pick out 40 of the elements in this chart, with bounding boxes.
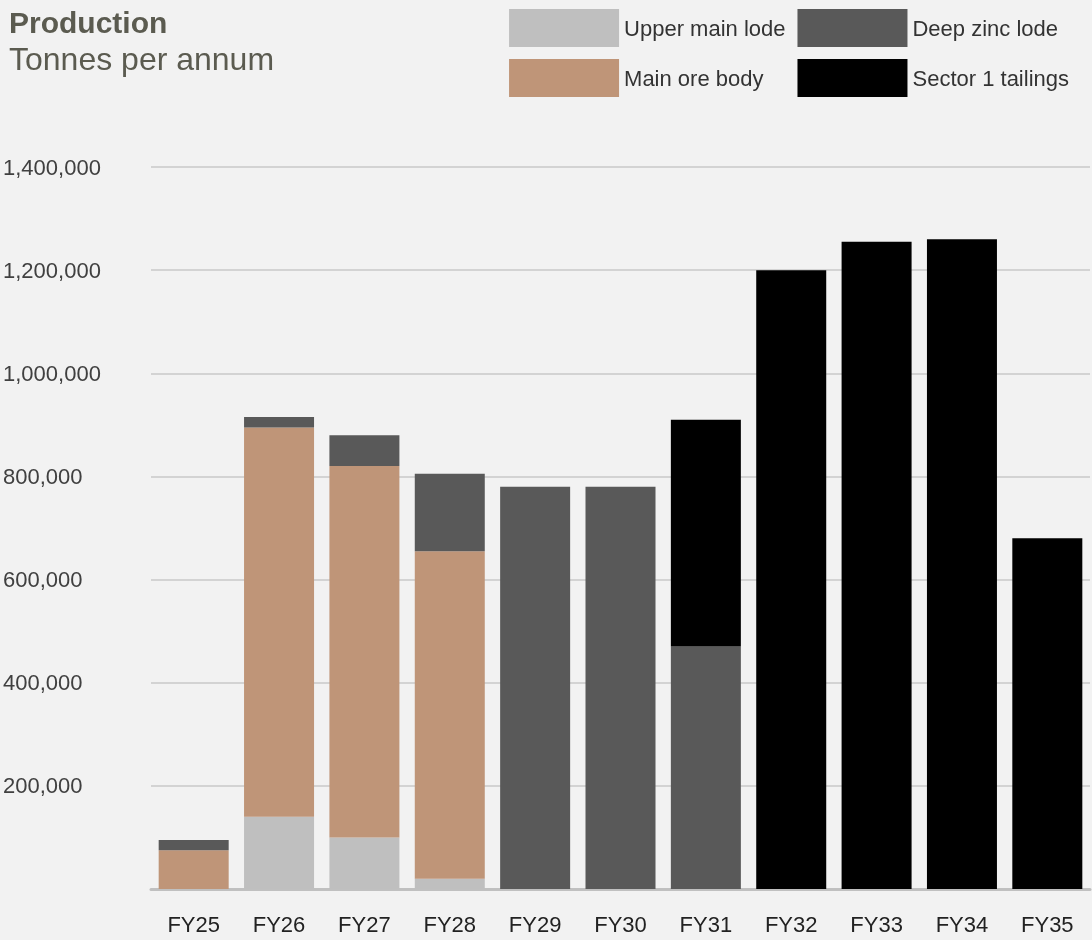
x-tick-label: FY30 xyxy=(594,911,647,937)
y-tick-label: 1,200,000 xyxy=(3,257,101,283)
x-tick-label: FY28 xyxy=(423,911,477,937)
x-tick-label: FY25 xyxy=(167,911,220,937)
legend-label: Deep zinc lode xyxy=(912,15,1059,41)
x-tick-label: FY33 xyxy=(850,911,903,937)
bar xyxy=(414,473,485,552)
x-tick-label: FY26 xyxy=(252,911,306,937)
y-tick-label: 200,000 xyxy=(3,773,83,799)
bar xyxy=(500,486,571,889)
bar xyxy=(585,486,656,889)
bar xyxy=(244,417,315,428)
x-tick-label: FY27 xyxy=(338,911,391,937)
y-tick-label: 1,000,000 xyxy=(3,360,101,386)
bar xyxy=(329,435,400,467)
legend-label: Sector 1 tailings xyxy=(912,65,1070,91)
bar xyxy=(670,419,741,647)
bar xyxy=(244,427,315,817)
y-tick-label: 800,000 xyxy=(3,463,83,489)
bar xyxy=(414,551,485,879)
bar xyxy=(329,466,400,838)
x-tick-label: FY29 xyxy=(508,911,562,937)
chart-subtitle: Tonnes per annum xyxy=(9,41,275,77)
x-tick-label: FY34 xyxy=(935,911,989,937)
bar xyxy=(926,239,997,889)
chart-title: Production xyxy=(9,5,168,39)
bar xyxy=(756,270,827,889)
bar xyxy=(670,646,741,889)
bar xyxy=(158,850,229,889)
x-tick-label: FY31 xyxy=(679,911,733,937)
bar xyxy=(841,241,912,889)
y-tick-label: 1,400,000 xyxy=(3,154,101,180)
x-tick-label: FY35 xyxy=(1021,911,1074,937)
y-tick-label: 400,000 xyxy=(3,670,83,696)
legend-label: Main ore body xyxy=(624,65,764,91)
legend-label: Upper main lode xyxy=(624,15,786,41)
x-tick-label: FY32 xyxy=(764,911,818,937)
bar xyxy=(158,840,229,851)
y-tick-label: 600,000 xyxy=(3,567,83,593)
bar xyxy=(1012,538,1083,889)
